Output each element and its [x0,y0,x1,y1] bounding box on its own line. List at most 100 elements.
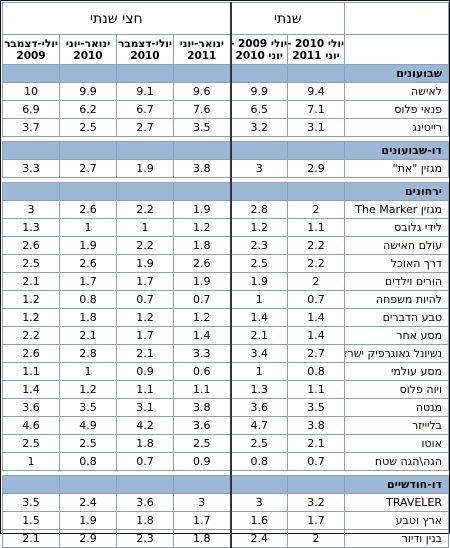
rating-cell: 0.8 [59,290,118,309]
section-fill-cell [116,182,175,201]
rating-cell: 1.4 [173,326,232,345]
rating-cell: 3 [229,493,289,512]
section-fill-cell [229,475,289,494]
rating-cell: 6.2 [59,100,118,119]
section-title: שבועונים [344,64,450,83]
magazine-name: אוטו [344,434,450,453]
rating-cell: 9.4 [287,82,346,101]
rating-cell: 3.5 [173,118,232,137]
rating-cell: 1.2 [173,218,232,237]
rating-cell: 1.7 [173,511,232,530]
rating-cell: 1.1 [287,380,346,399]
table-row: להיות משפחה 0.7 1 0.7 0.7 0.8 1.2 [1,290,450,309]
rating-cell: 2.3 [229,236,289,255]
table-row: בליייזר 3.8 4.7 3.6 4.2 4.9 4.6 [1,416,450,435]
section-fill-cell [287,64,346,83]
rating-cell: 2.1 [116,344,175,363]
table-row: אוטו 2.1 2.5 2.5 1.8 2.5 2.5 [1,434,450,453]
section-fill-cell [287,141,346,160]
table-row: מגזין The Marker 2 2.8 1.9 2.2 2.6 3 [1,200,450,219]
rating-cell: 2.8 [59,344,118,363]
magazine-name: טבע הדברים [344,308,450,327]
table-row: מנטה 3.5 3.6 3.8 3.1 3.5 3.6 [1,398,450,417]
rating-cell: 3.8 [173,398,232,417]
rating-cell: 2.9 [287,159,346,178]
rating-cell: 1.9 [116,254,175,273]
table-body: שבועונים לאישה 9.4 9.9 9.6 9.1 9.9 10 פנאי פלוס 7… [1,64,450,548]
rating-cell: 7.6 [173,100,232,119]
rating-cell: 1.8 [59,308,118,327]
rating-cell: 1.4 [287,308,346,327]
rating-cell: 3.8 [287,416,346,435]
rating-cell: 2.5 [229,254,289,273]
rating-cell: 1.8 [173,529,232,548]
magazine-name: בליייזר [344,416,450,435]
rating-cell: 1.9 [173,272,232,291]
header-corner-lower [344,34,450,65]
table-row: נשיונל גאוגרפיק ישראל 2.7 3.4 3.3 2.1 2.8 2.6 [1,344,450,363]
rating-cell: 3 [173,493,232,512]
section-title: ירחונים [344,182,450,201]
rating-cell: 2.6 [1,236,61,255]
rating-cell: 2.1 [229,326,289,345]
rating-cell: 3.5 [287,398,346,417]
rating-cell: 1.9 [59,236,118,255]
rating-cell: 1.6 [229,511,289,530]
rating-cell: 1.4 [229,308,289,327]
rating-cell: 9.1 [116,82,175,101]
rating-cell: 3.2 [229,118,289,137]
rating-cell: 2.1 [59,326,118,345]
column-header: ינואר-יוני 2011 [173,34,232,65]
rating-cell: 0.9 [173,452,232,471]
rating-cell: 1.9 [173,200,232,219]
magazine-name: ויוה פלוס [344,380,450,399]
section-fill-cell [59,475,118,494]
table-row: ויוה פלוס 1.1 1.3 1.1 1.1 1.2 1.4 [1,380,450,399]
table-row: הגה\הגה שטח 0.7 0.8 0.9 0.7 0.8 1 [1,452,450,471]
table-row: מסע אחר 1.4 2.1 1.4 1.7 2.1 2.2 [1,326,450,345]
table-row: פנאי פלוס 7.1 6.5 7.6 6.7 6.2 6.9 [1,100,450,119]
magazine-name: הגה\הגה שטח [344,452,450,471]
rating-cell: 1 [229,362,289,381]
rating-cell: 1.7 [116,326,175,345]
rating-cell: 2.9 [59,529,118,548]
rating-cell: 1.9 [116,159,175,178]
rating-cell: 1.2 [229,218,289,237]
table-row: דרך האוכל 2.2 2.5 2.6 1.9 2.6 2.5 [1,254,450,273]
rating-cell: 2.4 [229,529,289,548]
rating-cell: 2.6 [1,344,61,363]
section-header-row: דו-שבועונים [1,141,450,160]
header-group-annual: שנתי [229,2,346,35]
rating-cell: 6.5 [229,100,289,119]
rating-cell: 2.5 [1,434,61,453]
table-row: בנין ודיור 2 2.4 1.8 2.3 2.9 2.1 [1,529,450,548]
rating-cell: 2.2 [116,200,175,219]
table-row: מגזין "את" 2.9 3 3.8 1.9 2.7 3.3 [1,159,450,178]
section-fill-cell [1,141,61,160]
rating-cell: 0.7 [116,290,175,309]
rating-cell: 2.5 [173,434,232,453]
rating-cell: 2.5 [59,434,118,453]
magazine-name: מנטה [344,398,450,417]
section-fill-cell [59,182,118,201]
rating-cell: 2.6 [173,254,232,273]
rating-cell: 1.2 [59,380,118,399]
magazine-name: לאישה [344,82,450,101]
rating-cell: 1.9 [229,272,289,291]
section-fill-cell [229,141,289,160]
rating-cell: 1.1 [1,362,61,381]
rating-cell: 2.2 [287,254,346,273]
rating-cell: 1.5 [1,511,61,530]
section-fill-cell [173,64,232,83]
magazine-name: מגזין The Marker [344,200,450,219]
rating-cell: 2.1 [287,434,346,453]
section-title: דו-חודשיים [344,475,450,494]
section-fill-cell [173,475,232,494]
rating-cell: 6.7 [116,100,175,119]
section-fill-cell [116,64,175,83]
rating-cell: 2.6 [59,254,118,273]
rating-cell: 0.8 [229,452,289,471]
rating-cell: 1.3 [229,380,289,399]
rating-cell: 2 [287,272,346,291]
